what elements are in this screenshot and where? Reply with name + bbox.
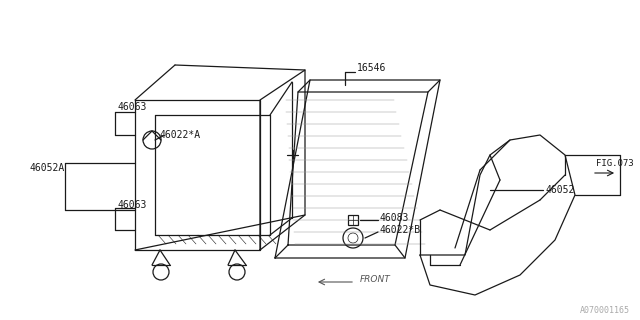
Text: 46052A: 46052A xyxy=(30,163,65,173)
Text: A070001165: A070001165 xyxy=(580,306,630,315)
Text: 16546: 16546 xyxy=(357,63,387,73)
Text: 46022*B: 46022*B xyxy=(380,225,421,235)
Text: 46022*A: 46022*A xyxy=(160,130,201,140)
Text: 46063: 46063 xyxy=(117,102,147,112)
Text: 46083: 46083 xyxy=(380,213,410,223)
Text: FRONT: FRONT xyxy=(360,276,391,284)
Text: 46052: 46052 xyxy=(545,185,574,195)
Text: 46063: 46063 xyxy=(117,200,147,210)
Text: FIG.073 -1: FIG.073 -1 xyxy=(596,159,640,168)
Bar xyxy=(348,215,358,225)
